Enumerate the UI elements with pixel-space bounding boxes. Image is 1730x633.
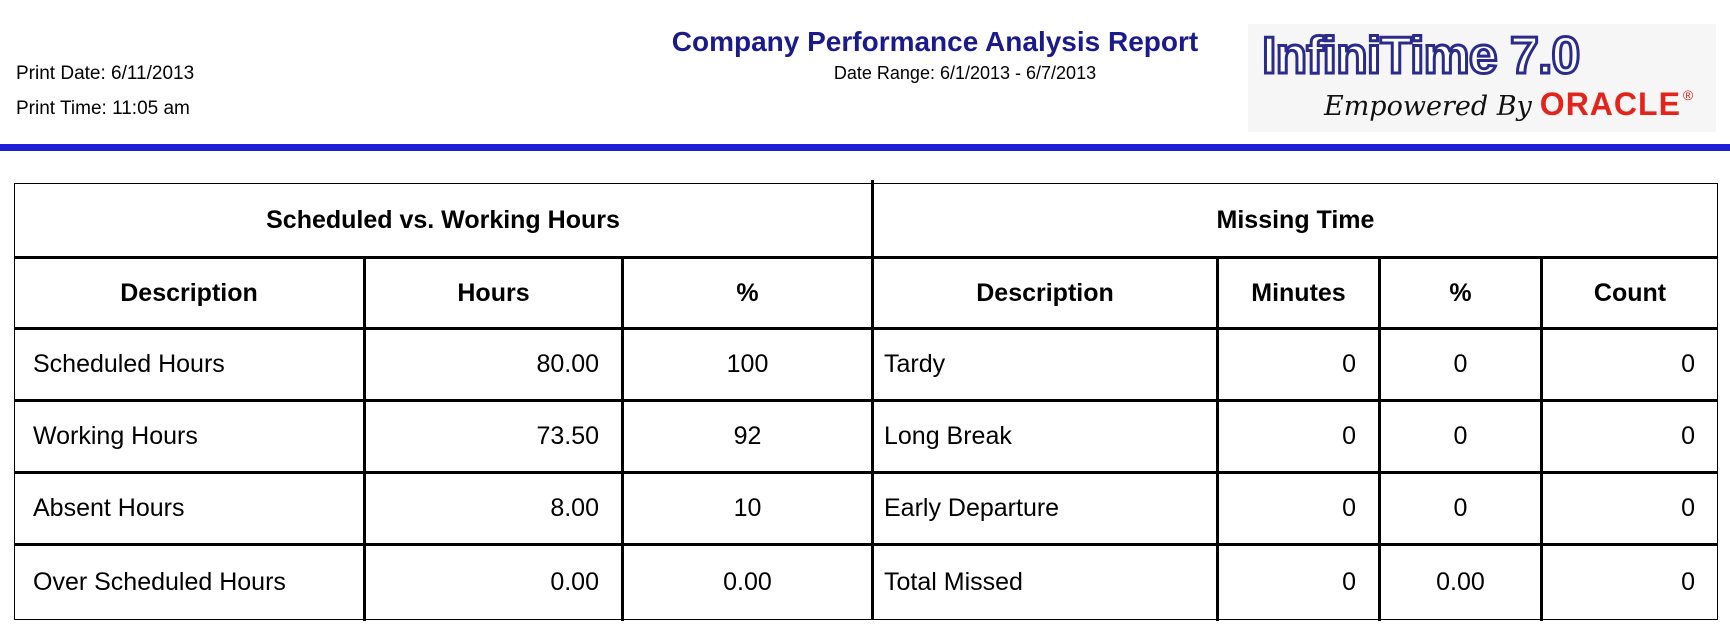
logo-oracle-brand: ORACLE [1539, 86, 1681, 122]
table-cell: 0 [1681, 422, 1695, 450]
section-divider [871, 180, 874, 619]
column-header-percent: % [736, 278, 759, 307]
table-cell: Total Missed [884, 567, 1023, 596]
table-rule [15, 399, 1717, 402]
infinitime-logo: InfiniTime 7.0 Empowered By ORACLE ® [1248, 24, 1716, 132]
column-rule [1378, 256, 1381, 621]
table-cell: 0 [1342, 422, 1356, 450]
table-cell: Long Break [884, 422, 1012, 450]
table-cell: 100 [726, 350, 769, 378]
table-cell: Over Scheduled Hours [33, 567, 286, 596]
table-cell: 0 [1681, 567, 1695, 596]
print-date: Print Date: 6/11/2013 [16, 63, 195, 84]
report-title-wrapper: Company Performance Analysis Report [0, 28, 1730, 56]
table-cell: Absent Hours [33, 494, 185, 522]
column-rule [1216, 256, 1219, 621]
table-cell: 10 [733, 494, 762, 522]
table-cell: Tardy [884, 350, 946, 378]
column-header-percent: % [1449, 278, 1472, 307]
logo-tagline-row: Empowered By ORACLE ® [1324, 88, 1693, 120]
table-cell: Early Departure [884, 494, 1060, 522]
table-cell: 0 [1453, 422, 1468, 450]
column-rule [363, 256, 366, 621]
missing-section-title: Missing Time [1216, 205, 1375, 234]
scheduled-section-title: Scheduled vs. Working Hours [266, 205, 620, 234]
column-header-count: Count [1593, 278, 1667, 307]
column-rule [621, 256, 624, 621]
table-cell: 0.00 [550, 567, 599, 596]
table-cell: Scheduled Hours [33, 350, 225, 378]
table-cell: 80.00 [536, 350, 599, 378]
logo-product-name: InfiniTime 7.0 [1260, 27, 1581, 85]
table-cell: 0 [1453, 494, 1468, 522]
table-cell: 0 [1453, 350, 1468, 378]
table-cell: 0 [1342, 494, 1356, 522]
date-range: Date Range: 6/1/2013 - 6/7/2013 [833, 63, 1097, 83]
logo-tagline: Empowered By [1324, 91, 1532, 122]
table-rule [15, 327, 1717, 330]
table-cell: 0 [1342, 567, 1356, 596]
table-rule [15, 543, 1717, 546]
table-cell: 0 [1681, 494, 1695, 522]
table-cell: 0 [1342, 350, 1356, 378]
header-divider [0, 144, 1730, 151]
table-rule [15, 256, 1717, 259]
table-cell: 0.00 [1436, 567, 1485, 596]
table-cell: 8.00 [550, 494, 599, 522]
report-title: Company Performance Analysis Report [671, 26, 1199, 57]
table-rule [15, 471, 1717, 474]
column-header-hours: Hours [457, 278, 530, 307]
table-cell: 0.00 [723, 567, 772, 596]
column-header-description: Description [120, 278, 258, 307]
table-cell: 92 [733, 422, 762, 450]
column-header-description: Description [976, 278, 1114, 307]
table-cell: Working Hours [33, 422, 198, 450]
print-time: Print Time: 11:05 am [16, 98, 190, 119]
table-cell: 0 [1681, 350, 1695, 378]
table-cell: 73.50 [536, 422, 599, 450]
logo-registered-mark: ® [1682, 87, 1694, 103]
performance-table: Scheduled vs. Working Hours Missing Time… [14, 180, 1718, 621]
column-rule [1540, 256, 1543, 621]
column-header-minutes: Minutes [1251, 278, 1346, 307]
